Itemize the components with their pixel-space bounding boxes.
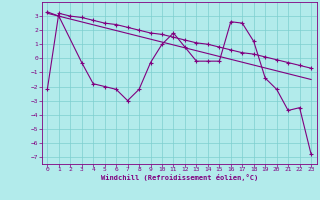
X-axis label: Windchill (Refroidissement éolien,°C): Windchill (Refroidissement éolien,°C) — [100, 174, 258, 181]
